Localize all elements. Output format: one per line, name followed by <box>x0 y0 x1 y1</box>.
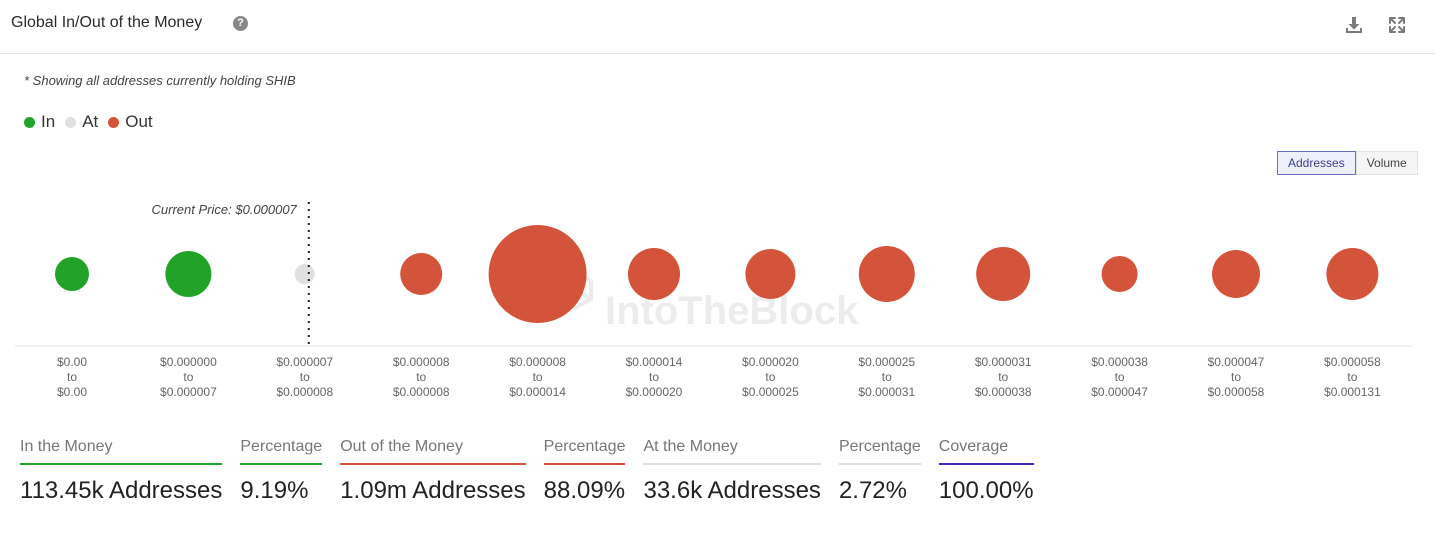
x-tick-label: $0.000038 <box>975 385 1032 399</box>
metric-toggle: Addresses Volume <box>1277 151 1418 175</box>
legend-dot-out <box>108 116 120 128</box>
x-tick-label: to <box>765 370 775 384</box>
stat-label: Percentage <box>240 438 323 465</box>
x-tick-label: to <box>533 370 543 384</box>
legend-item-in[interactable]: In <box>24 112 55 132</box>
legend-label-in: In <box>41 112 56 131</box>
x-tick-label: to <box>300 370 310 384</box>
iomap-bubble-chart: IntoTheBlock Current Price: $0.000007 $0… <box>15 202 1412 399</box>
stat-coverage: Coverage 100.00% <box>938 438 1034 505</box>
stat-value: 9.19% <box>240 477 309 504</box>
bubble-group <box>55 225 1379 323</box>
legend-dot-in <box>24 116 35 128</box>
legend-label-at: At <box>82 112 99 131</box>
page-title: Global In/Out of the Money <box>11 14 203 31</box>
question-circle-icon[interactable]: ? <box>233 16 248 31</box>
bubble-out[interactable] <box>858 246 915 302</box>
download-icon[interactable] <box>1343 14 1365 36</box>
x-tick-label: $0.000025 <box>858 355 915 369</box>
stat-label: Out of the Money <box>340 438 526 465</box>
stat-value: 33.6k Addresses <box>643 477 821 504</box>
x-tick-label: $0.000031 <box>858 385 915 399</box>
expand-icon[interactable] <box>1386 14 1408 36</box>
x-tick-label: to <box>1231 370 1241 384</box>
stat-value: 113.45k Addresses <box>20 477 223 504</box>
x-axis-ticks: $0.00to$0.00$0.000000to$0.000007$0.00000… <box>57 355 1381 399</box>
x-tick-label: $0.000000 <box>160 355 217 369</box>
watermark-logo: IntoTheBlock <box>557 269 859 333</box>
x-tick-label: $0.00 <box>57 355 87 369</box>
bubble-out[interactable] <box>628 248 680 300</box>
chart-legend: In At Out <box>24 112 163 132</box>
x-tick-label: to <box>416 370 426 384</box>
x-tick-label: to <box>882 370 892 384</box>
bubble-out[interactable] <box>1101 256 1138 292</box>
bubble-out[interactable] <box>745 249 796 299</box>
stat-value: 100.00% <box>938 477 1034 504</box>
volume-toggle-button[interactable]: Volume <box>1355 151 1418 175</box>
stat-value: 1.09m Addresses <box>340 477 526 504</box>
x-tick-label: $0.000038 <box>1091 355 1148 369</box>
summary-stats: In the Money 113.45k Addresses Percentag… <box>20 438 1052 505</box>
holding-note: * Showing all addresses currently holdin… <box>24 73 296 88</box>
x-tick-label: $0.000058 <box>1324 355 1381 369</box>
chart-header: Global In/Out of the Money ? <box>0 0 1435 54</box>
stat-out-percentage: Percentage 88.09% <box>543 438 626 505</box>
stat-at-percentage: Percentage 2.72% <box>838 438 921 505</box>
stat-value: 88.09% <box>543 477 626 504</box>
stat-at-the-money: At the Money 33.6k Addresses <box>643 438 821 505</box>
x-tick-label: $0.000008 <box>393 385 450 399</box>
x-tick-label: to <box>1115 370 1125 384</box>
x-tick-label: $0.00 <box>57 385 87 399</box>
bubble-out[interactable] <box>1212 250 1260 298</box>
bubble-at[interactable] <box>294 264 315 284</box>
bubble-out[interactable] <box>976 247 1031 301</box>
current-price-marker: Current Price: $0.000007 <box>152 202 310 346</box>
x-tick-label: $0.000008 <box>509 355 566 369</box>
x-tick-label: $0.000007 <box>276 355 333 369</box>
x-tick-label: $0.000131 <box>1324 385 1381 399</box>
legend-dot-at <box>65 116 77 128</box>
stat-label: Coverage <box>938 438 1034 465</box>
stat-value: 2.72% <box>838 477 907 504</box>
x-tick-label: to <box>67 370 77 384</box>
x-tick-label: $0.000014 <box>509 385 566 399</box>
x-tick-label: $0.000047 <box>1208 355 1265 369</box>
x-tick-label: to <box>998 370 1008 384</box>
bubble-out[interactable] <box>488 225 587 323</box>
x-tick-label: $0.000047 <box>1091 385 1148 399</box>
addresses-toggle-button[interactable]: Addresses <box>1277 151 1356 175</box>
legend-label-out: Out <box>125 112 153 131</box>
stat-label: In the Money <box>20 438 223 465</box>
stat-label: At the Money <box>643 438 821 465</box>
x-tick-label: $0.000008 <box>276 385 333 399</box>
bubble-in[interactable] <box>55 257 89 291</box>
x-tick-label: $0.000025 <box>742 385 799 399</box>
stat-label: Percentage <box>543 438 626 465</box>
stat-in-percentage: Percentage 9.19% <box>240 438 323 505</box>
x-tick-label: $0.000007 <box>160 385 217 399</box>
x-tick-label: $0.000058 <box>1208 385 1265 399</box>
current-price-label: Current Price: $0.000007 <box>152 202 298 217</box>
x-tick-label: $0.000020 <box>626 385 683 399</box>
x-tick-label: to <box>183 370 193 384</box>
x-tick-label: $0.000014 <box>626 355 683 369</box>
legend-item-at[interactable]: At <box>65 112 98 132</box>
x-tick-label: to <box>1347 370 1357 384</box>
bubble-in[interactable] <box>165 251 212 297</box>
legend-item-out[interactable]: Out <box>108 112 153 132</box>
bubble-out[interactable] <box>400 253 443 295</box>
x-tick-label: $0.000008 <box>393 355 450 369</box>
stat-out-of-the-money: Out of the Money 1.09m Addresses <box>340 438 526 505</box>
stat-label: Percentage <box>838 438 921 465</box>
x-tick-label: $0.000020 <box>742 355 799 369</box>
x-tick-label: to <box>649 370 659 384</box>
bubble-out[interactable] <box>1326 248 1379 300</box>
x-tick-label: $0.000031 <box>975 355 1032 369</box>
stat-in-the-money: In the Money 113.45k Addresses <box>20 438 223 505</box>
